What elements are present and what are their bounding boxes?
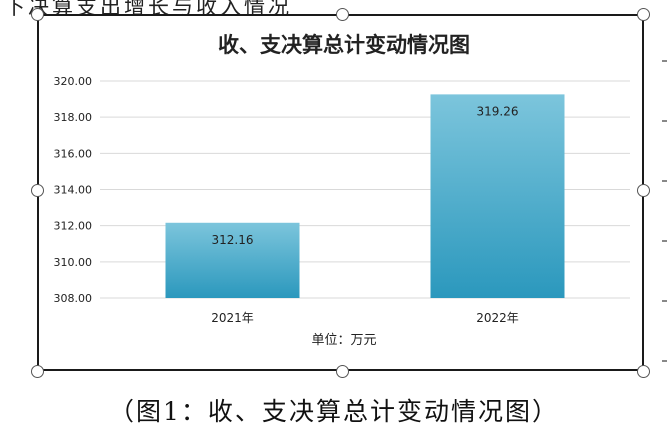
y-tick-label: 312.00	[54, 220, 93, 233]
y-tick-label: 314.00	[54, 184, 93, 197]
y-tick-label: 318.00	[54, 111, 93, 124]
y-tick-label: 320.00	[54, 75, 93, 88]
bars: 312.16 319.26	[165, 94, 565, 298]
bar-value-label: 319.26	[477, 104, 519, 118]
resize-handle-top-right[interactable]	[637, 8, 650, 21]
x-axis-ticks: 2021年 2022年	[211, 311, 519, 325]
chart-title: 收、支决算总计变动情况图	[218, 33, 470, 57]
resize-handle-middle-left[interactable]	[31, 184, 44, 197]
resize-handle-top-center[interactable]	[336, 8, 349, 21]
page-edge-marks	[662, 0, 668, 438]
resize-handle-top-left[interactable]	[31, 8, 44, 21]
resize-handle-middle-right[interactable]	[637, 184, 650, 197]
resize-handle-bottom-left[interactable]	[31, 365, 44, 378]
x-tick-label: 2021年	[211, 311, 254, 325]
x-tick-label: 2022年	[476, 311, 519, 325]
x-axis-label: 单位：万元	[311, 333, 376, 348]
bar-2022年[interactable]	[430, 94, 565, 298]
y-tick-label: 308.00	[54, 292, 93, 305]
y-axis-ticks: 308.00 310.00 312.00 314.00 316.00 318.00 320.…	[54, 75, 93, 305]
resize-handle-bottom-center[interactable]	[336, 365, 349, 378]
resize-handle-bottom-right[interactable]	[637, 365, 650, 378]
y-tick-label: 310.00	[54, 256, 93, 269]
bar-value-label: 312.16	[212, 233, 254, 247]
figure-caption: （图1：收、支决算总计变动情况图）	[109, 397, 559, 426]
bar-2021年[interactable]	[165, 222, 300, 298]
y-tick-label: 316.00	[54, 147, 93, 160]
